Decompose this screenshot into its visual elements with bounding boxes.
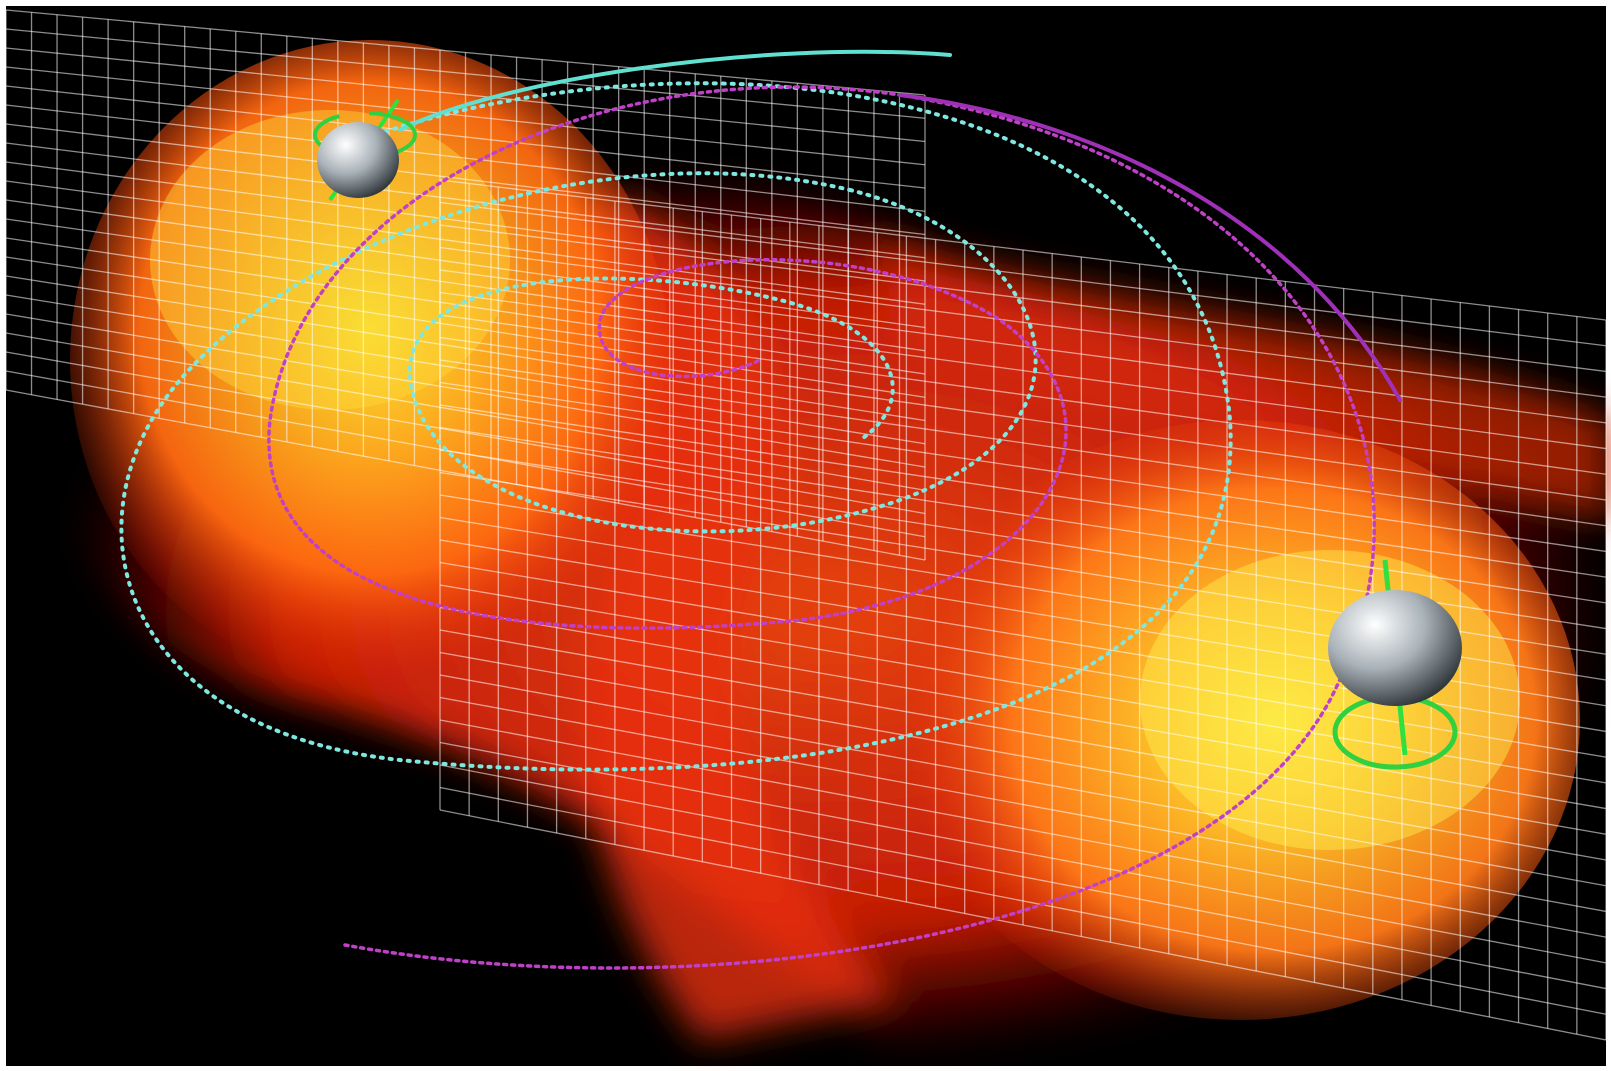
grid-line bbox=[5, 9, 926, 96]
grid-line bbox=[439, 336, 1607, 501]
grid-line bbox=[5, 294, 926, 445]
grid-line bbox=[439, 224, 1607, 373]
spacetime-grid bbox=[5, 9, 1607, 1041]
grid-line bbox=[5, 351, 926, 515]
grid-line bbox=[439, 179, 1607, 321]
grid-line bbox=[439, 269, 1607, 424]
grid-line bbox=[439, 359, 1607, 527]
grid-line bbox=[439, 719, 1607, 938]
grid-line bbox=[439, 291, 1607, 450]
grid-line bbox=[439, 651, 1607, 861]
grid-line bbox=[5, 123, 926, 236]
grid-line bbox=[439, 246, 1607, 398]
grid-line bbox=[439, 201, 1607, 347]
orbits bbox=[119, 49, 1402, 970]
grid-line bbox=[439, 809, 1607, 1041]
grid-line bbox=[439, 561, 1607, 758]
grid-line bbox=[5, 237, 926, 375]
grid-line bbox=[5, 47, 926, 143]
grid-line bbox=[439, 404, 1607, 578]
grid-line bbox=[439, 314, 1607, 475]
grid-line bbox=[439, 741, 1607, 964]
grid-line bbox=[439, 786, 1607, 1015]
wave-lobe bbox=[70, 40, 670, 680]
grid-line bbox=[439, 629, 1607, 835]
grid-line bbox=[5, 28, 926, 119]
orbit-track bbox=[407, 188, 1038, 534]
orbit-track bbox=[398, 49, 952, 132]
grid-line bbox=[439, 426, 1607, 604]
grid-line bbox=[5, 104, 926, 212]
grid-line bbox=[5, 180, 926, 305]
grid-line bbox=[439, 584, 1607, 784]
orbit-track bbox=[898, 93, 1402, 402]
grid-line bbox=[439, 696, 1607, 913]
grid-line bbox=[5, 256, 926, 398]
wave-lobe bbox=[900, 420, 1580, 1020]
grid-line bbox=[5, 142, 926, 259]
grid-line bbox=[5, 199, 926, 329]
black-hole bbox=[313, 98, 417, 202]
grid-line bbox=[439, 606, 1607, 810]
grid-line bbox=[439, 674, 1607, 887]
grid-line bbox=[5, 332, 926, 491]
grid-line bbox=[5, 389, 926, 561]
black-hole bbox=[1328, 559, 1462, 770]
grid-line bbox=[5, 85, 926, 189]
grid-line bbox=[5, 66, 926, 166]
grid-line bbox=[439, 381, 1607, 553]
orbit-track bbox=[267, 85, 1376, 970]
grid-line bbox=[439, 764, 1607, 990]
orbit-track bbox=[119, 81, 1233, 772]
grid-line bbox=[5, 218, 926, 352]
grid-line bbox=[5, 275, 926, 422]
grid-line bbox=[5, 313, 926, 468]
